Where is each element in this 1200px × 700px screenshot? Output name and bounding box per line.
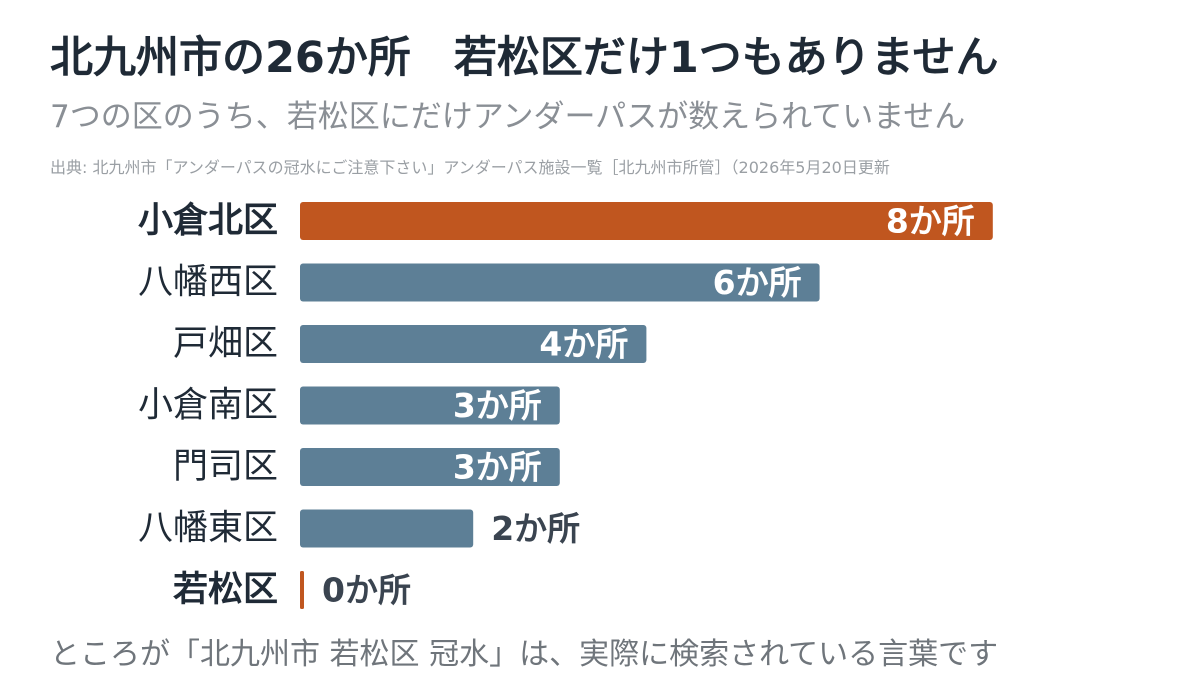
value-label: 2か所 bbox=[491, 509, 580, 548]
bar bbox=[300, 509, 474, 548]
category-label: 小倉南区 bbox=[138, 386, 278, 426]
category-label: 八幡東区 bbox=[138, 509, 278, 549]
category-label: 門司区 bbox=[173, 447, 278, 487]
source-note: 出典: 北九州市「アンダーパスの冠水にご注意下さい」アンダーパス施設一覧［北九州… bbox=[50, 158, 890, 177]
value-label: 4か所 bbox=[539, 325, 628, 364]
category-label: 八幡西区 bbox=[138, 263, 278, 303]
value-label: 0か所 bbox=[322, 571, 411, 610]
bar bbox=[300, 202, 993, 240]
category-label: 戸畑区 bbox=[173, 324, 278, 364]
bar bbox=[300, 325, 647, 363]
value-label: 8か所 bbox=[886, 202, 975, 241]
category-label: 小倉北区 bbox=[138, 201, 278, 241]
bar bbox=[300, 571, 304, 609]
bar bbox=[300, 263, 820, 302]
value-label: 3か所 bbox=[453, 448, 542, 487]
chart-title: 北九州市の26か所 若松区だけ1つもありません bbox=[50, 33, 999, 83]
value-label: 6か所 bbox=[713, 263, 802, 302]
category-label: 若松区 bbox=[173, 570, 278, 610]
value-label: 3か所 bbox=[453, 386, 542, 425]
bar bbox=[300, 386, 560, 425]
bar bbox=[300, 448, 560, 486]
footnote: ところが「北九州市 若松区 冠水」は、実際に検索されている言葉です bbox=[50, 637, 999, 672]
chart-subtitle: 7つの区のうち、若松区にだけアンダーパスが数えられていません bbox=[50, 99, 966, 135]
